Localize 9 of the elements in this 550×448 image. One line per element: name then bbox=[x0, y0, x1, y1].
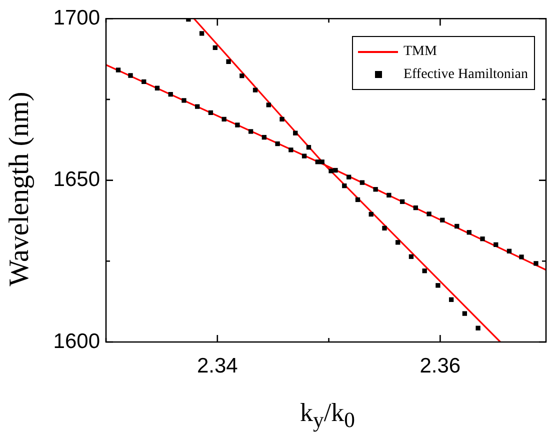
x-tick-label: 2.34 bbox=[196, 354, 238, 378]
y-axis-title: Wavelength (nm) bbox=[4, 90, 36, 288]
legend-label: Effective Hamiltonian bbox=[403, 66, 528, 82]
x-axis-title: k$_{y}$/k$_{0}$ bbox=[299, 398, 356, 434]
y-tick-label: 1650 bbox=[53, 168, 100, 192]
legend-label: TMM bbox=[403, 44, 437, 60]
x-tick-label: 2.36 bbox=[420, 354, 461, 378]
y-tick-label: 1600 bbox=[53, 330, 100, 353]
y-tick-label: 1700 bbox=[53, 6, 100, 30]
